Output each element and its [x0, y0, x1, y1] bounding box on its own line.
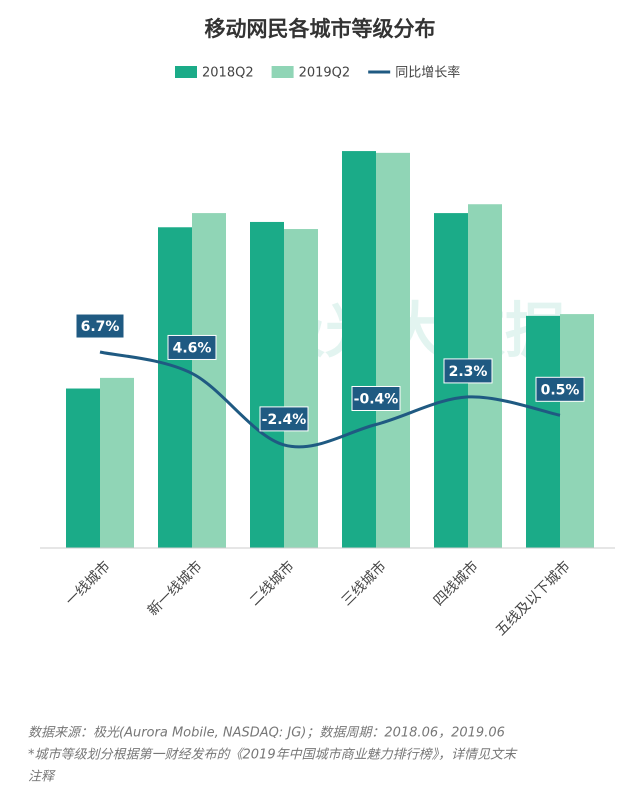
value-label-box [443, 358, 493, 384]
bar [250, 221, 284, 548]
value-label: -0.4% [354, 391, 399, 407]
x-tick-label: 五线及以下城市 [492, 558, 573, 639]
value-label-box [535, 376, 585, 402]
value-label: 0.5% [541, 382, 580, 398]
value-label: 6.7% [81, 319, 120, 335]
bar [192, 213, 226, 549]
bar [158, 227, 192, 548]
value-label: -2.4% [262, 412, 307, 428]
legend-label: 2019Q2 [299, 66, 351, 81]
bar [376, 152, 410, 548]
bar [342, 151, 376, 548]
line-series [99, 350, 561, 449]
x-tick-label: 四线城市 [430, 558, 482, 610]
x-tick-label: 三线城市 [338, 558, 390, 610]
x-tick-label: 二线城市 [246, 558, 298, 610]
value-label-box [259, 406, 309, 432]
chart-title: 移动网民各城市等级分布 [205, 17, 436, 41]
x-tick-label: 一线城市 [62, 558, 114, 610]
bar [284, 229, 318, 549]
value-label-box [75, 313, 125, 339]
value-label: 2.3% [449, 364, 488, 380]
bar [100, 377, 134, 548]
legend-swatch [271, 66, 294, 78]
footnote: 注释 [28, 770, 56, 785]
value-label-box [167, 334, 217, 360]
bar [526, 315, 560, 548]
legend-label: 2018Q2 [202, 66, 254, 81]
bar [560, 314, 594, 548]
footnote: 数据来源：极光(Aurora Mobile, NASDAQ: JG)；数据周期：… [28, 726, 505, 741]
bar [66, 388, 100, 548]
value-label: 4.6% [173, 340, 212, 356]
value-label-box [351, 385, 401, 411]
footnote: *城市等级划分根据第一财经发布的《2019年中国城市商业魅力排行榜》，详情见文末 [28, 747, 518, 763]
legend-swatch [175, 66, 197, 78]
x-tick-label: 新一线城市 [144, 558, 206, 620]
legend-label: 同比增长率 [395, 65, 460, 81]
